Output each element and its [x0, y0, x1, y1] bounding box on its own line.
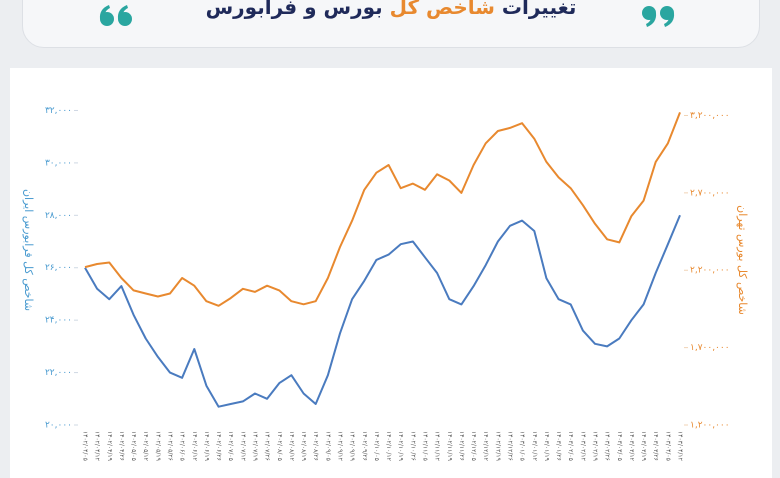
title-highlight: شاخص کل [389, 0, 495, 19]
x-tick-label: ۱۴۰۳/۰۳/۲۶ [652, 431, 659, 461]
chart-panel [10, 68, 772, 478]
x-tick-label: ۱۴۰۲/۰۶/۱۹ [203, 431, 210, 461]
x-tick-label: ۱۴۰۲/۱۰/۱۹ [397, 431, 404, 461]
y2-tick-label: ۲,۷۰۰,۰۰۰ [690, 188, 730, 198]
x-tick-label: ۱۴۰۲/۰۸/۲۶ [312, 431, 319, 461]
x-tick-label: ۱۴۰۲/۰۶/۰۵ [179, 431, 186, 461]
x-tick-label: ۱۴۰۳/۰۳/۰۵ [616, 431, 623, 461]
x-tick-label: ۱۴۰۲/۰۷/۲۶ [264, 431, 271, 461]
x-tick-label: ۱۴۰۲/۱۱/۱۲ [434, 431, 441, 461]
y2-tick-label: ۱,۲۰۰,۰۰۰ [690, 421, 730, 431]
x-tick-label: ۱۴۰۲/۰۹/۰۵ [324, 431, 331, 461]
x-tick-label: ۱۴۰۲/۰۹/۱۹ [349, 431, 356, 461]
x-tick-label: ۱۴۰۲/۰۷/۱۹ [252, 431, 259, 461]
y2-tick-label: ۳,۲۰۰,۰۰۰ [690, 111, 730, 121]
x-tick-label: ۱۴۰۲/۰۵/۰۵ [130, 431, 137, 461]
series-line [84, 214, 681, 408]
x-tick-label: ۱۴۰۲/۰۵/۱۹ [154, 431, 161, 461]
y-tick-label: ۲۰,۰۰۰ [45, 421, 72, 431]
x-tick-label: ۱۴۰۲/۰۵/۱۲ [142, 431, 149, 461]
x-tick-label: ۱۴۰۲/۱۰/۰۵ [373, 431, 380, 461]
y-tick-label: ۳۲,۰۰۰ [45, 106, 72, 116]
y2-tick-label: ۲,۲۰۰,۰۰۰ [690, 266, 730, 276]
quote-right [642, 6, 675, 27]
x-tick-label: ۱۴۰۲/۱۲/۲۶ [507, 431, 514, 461]
x-tick-label: ۱۴۰۲/۰۵/۲۶ [167, 431, 174, 461]
x-tick-label: ۱۴۰۲/۰۴/۲۶ [118, 431, 125, 461]
x-tick-label: ۱۴۰۳/۰۳/۱۲ [628, 431, 635, 461]
x-tick-label: ۱۴۰۳/۰۲/۱۲ [579, 431, 586, 461]
y-axis-label: شاخص کل فرابورس ایران [22, 189, 35, 311]
x-tick-label: ۱۴۰۲/۰۷/۰۵ [227, 431, 234, 461]
quote-left [99, 5, 132, 26]
y2-tick-label: ۱,۷۰۰,۰۰۰ [690, 343, 730, 353]
x-tick-label: ۱۴۰۲/۱۰/۱۲ [385, 431, 392, 461]
x-tick-label: ۱۴۰۲/۰۶/۱۲ [191, 431, 198, 461]
x-tick-label: ۱۴۰۳/۰۱/۰۵ [519, 431, 526, 461]
x-tick-label: ۱۴۰۲/۰۴/۰۵ [82, 431, 89, 461]
x-tick-label: ۱۴۰۲/۱۲/۰۵ [470, 431, 477, 461]
x-tick-label: ۱۴۰۳/۰۲/۲۶ [604, 431, 611, 461]
y2-axis-label: شاخص کل بورس تهران [736, 205, 749, 315]
x-tick-label: ۱۴۰۳/۰۳/۱۹ [640, 431, 647, 461]
x-tick-label: ۱۴۰۳/۰۱/۲۶ [555, 431, 562, 461]
x-tick-label: ۱۴۰۲/۰۸/۱۹ [300, 431, 307, 461]
x-tick-label: ۱۴۰۲/۰۴/۱۲ [94, 431, 101, 461]
y-tick-label: ۲۸,۰۰۰ [45, 211, 72, 221]
x-tick-label: ۱۴۰۲/۱۱/۲۶ [458, 431, 465, 461]
y-tick-label: ۲۲,۰۰۰ [45, 368, 72, 378]
x-tick-label: ۱۴۰۲/۰۸/۱۲ [288, 431, 295, 461]
x-tick-label: ۱۴۰۲/۱۲/۱۲ [482, 431, 489, 461]
y-tick-label: ۳۰,۰۰۰ [45, 158, 72, 168]
y-tick-label: ۲۶,۰۰۰ [45, 263, 72, 273]
series-line [84, 112, 681, 307]
title-part: تغییرات [501, 0, 577, 19]
x-tick-label: ۱۴۰۲/۰۸/۰۵ [276, 431, 283, 461]
x-tick-label: ۱۴۰۳/۰۴/۰۵ [664, 431, 671, 461]
title-part: بورس و فرابورس [205, 0, 383, 19]
x-tick-label: ۱۴۰۳/۰۴/۱۲ [677, 431, 684, 461]
x-tick-label: ۱۴۰۳/۰۲/۱۹ [592, 431, 599, 461]
x-tick-label: ۱۴۰۲/۱۲/۱۹ [494, 431, 501, 461]
x-tick-label: ۱۴۰۲/۰۴/۱۹ [106, 431, 113, 461]
x-tick-label: ۱۴۰۲/۱۰/۲۶ [409, 431, 416, 461]
x-tick-label: ۱۴۰۳/۰۲/۰۵ [567, 431, 574, 461]
x-tick-label: ۱۴۰۲/۰۷/۱۲ [239, 431, 246, 461]
x-tick-label: ۱۴۰۲/۰۹/۲۶ [361, 431, 368, 461]
quote-marks [99, 5, 675, 27]
x-tick-label: ۱۴۰۲/۱۱/۰۵ [422, 431, 429, 461]
x-tick-label: ۱۴۰۳/۰۱/۱۲ [531, 431, 538, 461]
x-tick-label: ۱۴۰۲/۰۶/۲۶ [215, 431, 222, 461]
x-tick-label: ۱۴۰۳/۰۱/۱۹ [543, 431, 550, 461]
chart-title: تغییرات شاخص کل بورس و فرابورس [23, 0, 759, 19]
y-tick-label: ۲۴,۰۰۰ [45, 316, 72, 326]
x-tick-label: ۱۴۰۲/۱۱/۱۹ [446, 431, 453, 461]
x-tick-label: ۱۴۰۲/۰۹/۱۲ [337, 431, 344, 461]
header: تغییرات شاخص کل بورس و فرابورس [22, 0, 760, 48]
